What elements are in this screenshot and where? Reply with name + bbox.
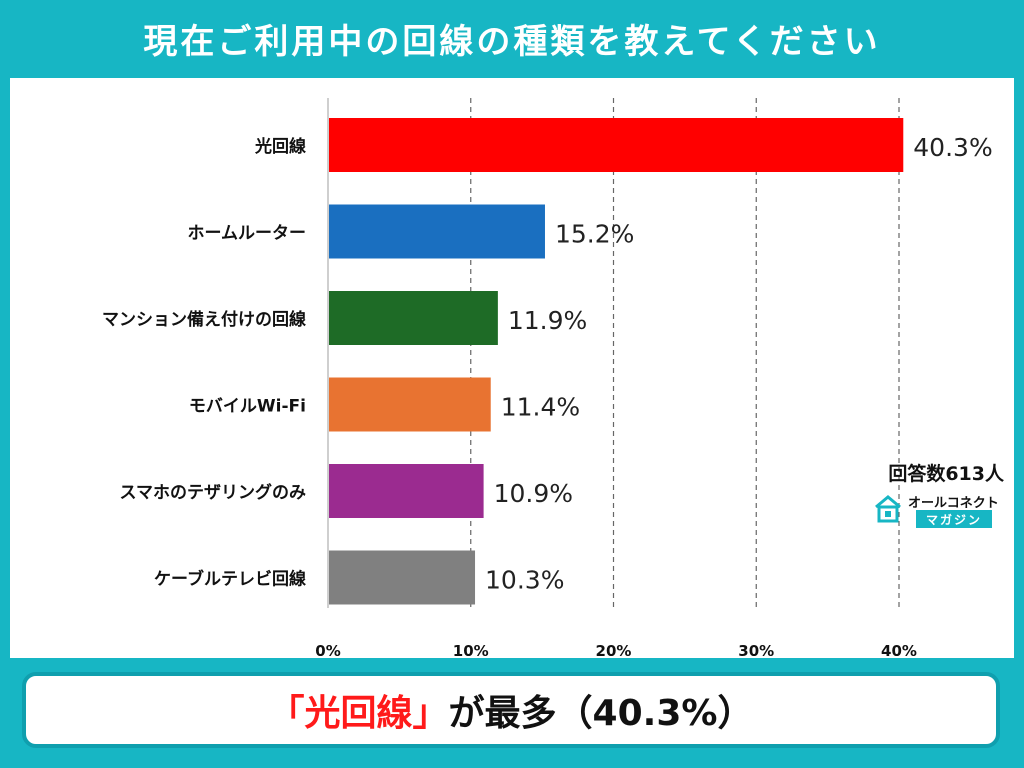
logo-top-text: オールコネクト: [908, 496, 999, 511]
data-label: 11.4%: [501, 393, 580, 422]
x-tick-label: 40%: [881, 642, 917, 658]
data-label: 10.3%: [485, 566, 564, 595]
category-label: モバイルWi-Fi: [189, 397, 306, 417]
x-tick-label: 10%: [453, 642, 489, 658]
bar: [329, 291, 498, 345]
category-label: 光回線: [254, 136, 306, 157]
x-tick-label: 20%: [596, 642, 632, 658]
category-label: ホームルーター: [188, 224, 307, 244]
data-label: 11.9%: [508, 306, 587, 335]
chart-title: 現在ご利用中の回線の種類を教えてください: [143, 21, 881, 62]
bar: [329, 464, 484, 518]
summary-rest: が最多（40.3%）: [448, 693, 754, 734]
bar: [329, 204, 545, 259]
x-tick-label: 0%: [315, 642, 340, 658]
data-label: 10.9%: [494, 479, 573, 508]
category-label: ケーブルテレビ回線: [154, 569, 306, 590]
data-label: 40.3%: [913, 133, 992, 162]
data-label: 15.2%: [555, 220, 634, 249]
category-label: マンション備え付けの回線: [102, 309, 306, 330]
logo-bottom-text: マガジン: [916, 510, 992, 528]
bar: [329, 118, 904, 172]
x-tick-label: 30%: [738, 642, 774, 658]
respondents-count: 回答数613人: [888, 463, 1004, 485]
bar: [329, 550, 476, 605]
summary-banner: 「光回線」 が最多（40.3%）: [22, 672, 1000, 748]
house-icon: [875, 495, 901, 523]
bar-chart: 0% 10% 20% 30% 40% 光回線 40.3% ホームルーター 15.2% マンション備…: [102, 98, 993, 658]
category-label: スマホのテザリングのみ: [120, 482, 307, 503]
bar: [329, 377, 491, 432]
brand-logo: オールコネクト マガジン: [872, 486, 1002, 530]
summary-highlight: 「光回線」: [268, 693, 449, 734]
chart-panel: 0% 10% 20% 30% 40% 光回線 40.3% ホームルーター 15.2% マンション備…: [10, 78, 1014, 658]
